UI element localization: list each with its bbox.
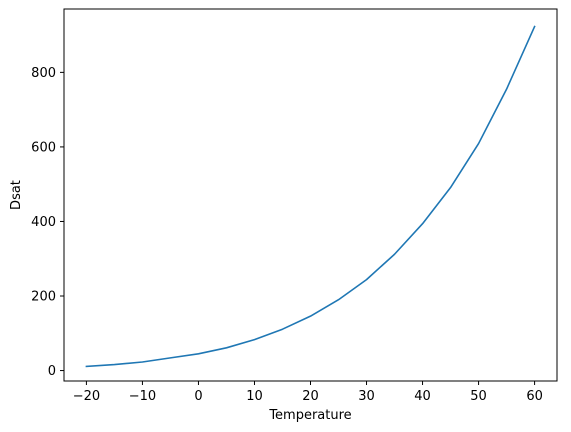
x-tick-label: −20	[73, 389, 100, 404]
y-tick-label: 800	[31, 66, 56, 81]
x-tick-label: 10	[246, 389, 263, 404]
y-tick-label: 600	[31, 140, 56, 155]
y-axis-title: Dsat	[9, 180, 24, 210]
x-tick-label: 40	[414, 389, 431, 404]
y-tick-label: 400	[31, 215, 56, 230]
series-line-0	[85, 25, 536, 368]
x-tick-label: −10	[129, 389, 156, 404]
x-tick-label: 50	[470, 389, 487, 404]
x-tick-label: 20	[302, 389, 319, 404]
x-tick-label: 30	[358, 389, 375, 404]
plot-layer	[85, 25, 536, 368]
y-tick-label: 200	[31, 290, 56, 305]
x-tick-label: 0	[194, 389, 202, 404]
x-tick-label: 60	[526, 389, 543, 404]
y-axis: 0 200 400 600 800	[31, 66, 64, 379]
x-axis: −20 −10 0 10 20 30 40 50 60	[73, 381, 543, 404]
y-tick-label: 0	[48, 364, 56, 379]
x-axis-title: Temperature	[268, 408, 351, 423]
